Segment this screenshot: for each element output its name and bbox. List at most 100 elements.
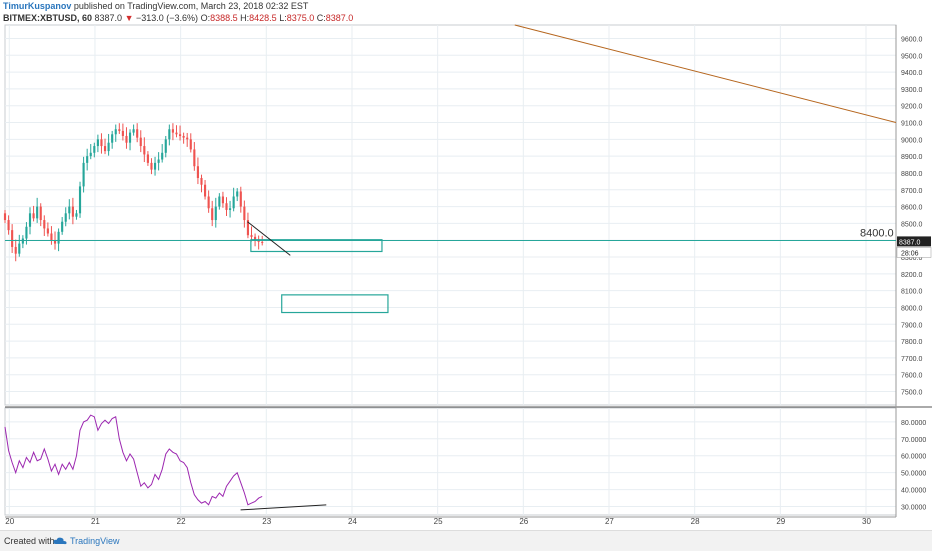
candle-body: [36, 206, 39, 219]
rsi-support-line: [240, 504, 327, 511]
candle-body: [61, 221, 64, 232]
candle-body: [182, 135, 185, 138]
candle-body: [93, 146, 96, 153]
candle-body: [57, 231, 60, 244]
candle-body: [193, 149, 196, 167]
rsi-line: [4, 414, 263, 506]
x-tick-label: 29: [776, 517, 785, 526]
candle-body: [132, 129, 135, 133]
candle-body: [18, 243, 21, 254]
candle-body: [246, 220, 250, 236]
candle-body: [186, 137, 189, 140]
candle-body: [175, 132, 178, 135]
x-tick-label: 27: [605, 517, 614, 526]
candle-body: [25, 226, 28, 239]
high-value: 8428.5: [249, 13, 277, 23]
y-tick-label: 8500.0: [901, 221, 923, 228]
y-tick-label: 9600.0: [901, 36, 923, 43]
last-price-label: 8387.0: [899, 239, 921, 246]
high-label: H:: [240, 13, 250, 23]
candle-body: [207, 196, 210, 209]
y-tick-label: 8200.0: [901, 272, 923, 279]
published-text: published on TradingView.com, March 23, …: [73, 1, 309, 11]
close-label: C:: [316, 13, 326, 23]
candle-body: [28, 213, 32, 227]
zone-box: [250, 239, 383, 253]
y-tick-label: 8700.0: [901, 188, 923, 195]
y-tick-label: 8900.0: [901, 154, 923, 161]
x-tick-label: 26: [519, 517, 528, 526]
candle-body: [150, 162, 153, 170]
y-tick-label: 9200.0: [901, 104, 923, 111]
candle-body: [139, 137, 142, 147]
candle-body: [39, 206, 42, 221]
rsi-tick-label: 70.0000: [901, 437, 926, 444]
candle-body: [11, 230, 14, 247]
candle-body: [82, 162, 85, 187]
change-arrow-icon: ▼: [124, 13, 134, 23]
cloud-logo-icon: [53, 537, 67, 545]
rsi-tick-label: 80.0000: [901, 420, 926, 427]
candle-body: [143, 146, 146, 155]
candle-body: [68, 206, 71, 214]
candle-body: [250, 235, 253, 237]
candle-body: [189, 139, 192, 150]
chart-header: TimurKuspanov published on TradingView.c…: [3, 0, 353, 24]
candle-body: [7, 220, 10, 231]
y-tick-label: 7800.0: [901, 339, 923, 346]
candle-body: [146, 154, 149, 163]
candle-body: [43, 220, 46, 229]
candle-body: [221, 196, 224, 204]
candle-body: [100, 139, 103, 147]
candle-body: [32, 213, 35, 219]
candle-body: [46, 228, 49, 234]
divergence-line: [247, 221, 291, 256]
candle-body: [114, 129, 117, 135]
candle-body: [171, 129, 174, 133]
candle-body: [136, 129, 139, 138]
countdown-label: 28:06: [901, 250, 919, 257]
low-label: L:: [279, 13, 287, 23]
rsi-pane: [4, 407, 897, 516]
x-tick-label: 23: [262, 517, 271, 526]
candle-body: [200, 178, 203, 185]
candle-body: [71, 206, 74, 217]
symbol-label: BITMEX:XBTUSD, 60: [3, 13, 93, 23]
y-tick-label: 7500.0: [901, 390, 923, 397]
candle-body: [111, 134, 114, 143]
candle-body: [128, 132, 132, 143]
candle-body: [236, 191, 239, 197]
y-tick-label: 9400.0: [901, 70, 923, 77]
candle-body: [232, 196, 235, 209]
candle-body: [214, 206, 217, 221]
y-tick-label: 9000.0: [901, 137, 923, 144]
candle-body: [107, 142, 110, 152]
candle-body: [96, 139, 99, 147]
candle-body: [157, 159, 160, 163]
open-value: 8388.5: [210, 13, 238, 23]
last-price-tag: [897, 236, 931, 247]
y-tick-label: 8300.0: [901, 255, 923, 262]
candle-body: [50, 233, 53, 241]
candle-body: [228, 208, 232, 210]
x-tick-label: 25: [434, 517, 443, 526]
chart-canvas[interactable]: 20 21 22 23 24 25 26 27 28 29 30 7500.0 7600.0 7700.0…: [0, 0, 932, 530]
rsi-tick-label: 40.0000: [901, 488, 926, 495]
candle-body: [125, 135, 128, 143]
footer: Created with TradingView: [0, 530, 932, 551]
low-value: 8375.0: [286, 13, 315, 23]
rsi-tick-label: 60.0000: [901, 454, 926, 461]
candle-body: [161, 152, 164, 160]
x-tick-label: 30: [862, 517, 871, 526]
candle-body: [257, 240, 260, 242]
candle-body: [89, 152, 92, 157]
candle-body: [164, 139, 167, 153]
author-link[interactable]: TimurKuspanov: [3, 1, 72, 11]
open-label: O:: [200, 13, 211, 23]
y-tick-label: 9300.0: [901, 87, 923, 94]
level-label: 8400.0: [860, 228, 894, 240]
change-value: −313.0 (−3.6%): [136, 13, 199, 23]
tradingview-brand-link[interactable]: TradingView: [70, 536, 120, 546]
candle-body: [168, 129, 171, 140]
candle-body: [211, 208, 214, 221]
